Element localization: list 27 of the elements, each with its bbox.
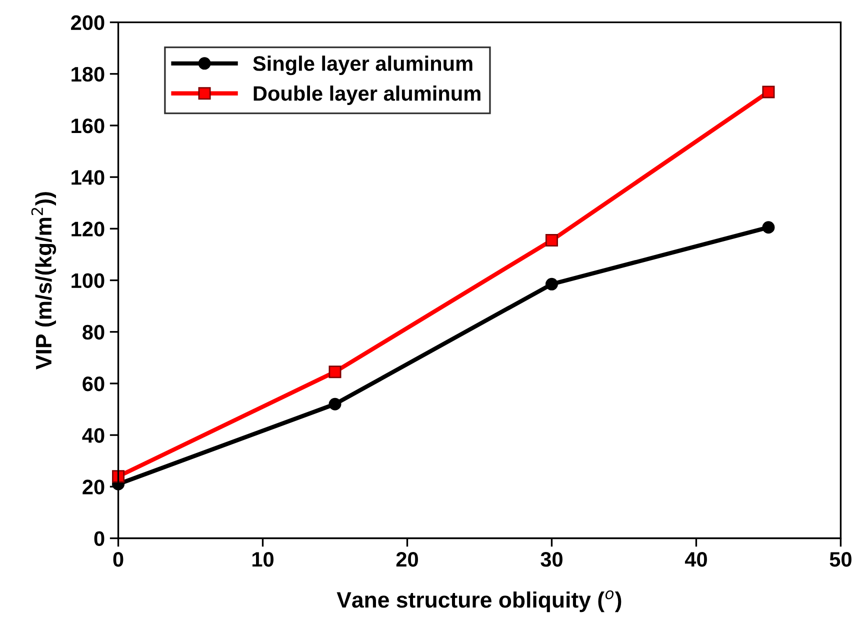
x-tick-label: 50 [830, 552, 852, 567]
legend-label: Double layer aluminum [254, 86, 480, 105]
y-tick-label: 20 [82, 480, 104, 494]
y-tick-label: 160 [72, 118, 104, 134]
y-tick-label: 80 [82, 324, 104, 340]
y-tick-label: 140 [72, 170, 104, 185]
x-tick-label: 0 [113, 552, 124, 567]
point [545, 234, 558, 247]
y-tick-label: 40 [82, 428, 104, 443]
x-axis-title: Vane structure obliquity ($^{o}$) [336, 590, 622, 612]
y-tick-label: 60 [82, 376, 104, 392]
point [762, 221, 775, 234]
x-tick-label: 30 [540, 552, 562, 567]
point [762, 86, 775, 98]
x-tick-label: 20 [396, 552, 418, 567]
y-tick-label: 100 [72, 273, 104, 288]
point [545, 278, 558, 290]
y-tick-label: 0 [94, 531, 104, 546]
x-tick-label: 10 [252, 552, 274, 567]
y-tick-label: 120 [72, 222, 104, 236]
y-axis-title: VIP (m/s/(kg/m$^{2}$)) [31, 192, 56, 370]
legend-label: Single layer aluminum [253, 56, 472, 76]
y-tick-label: 200 [71, 15, 104, 30]
x-tick-label: 40 [684, 552, 707, 567]
point [328, 398, 342, 410]
y-tick-label: 180 [72, 66, 104, 82]
point [328, 366, 342, 378]
